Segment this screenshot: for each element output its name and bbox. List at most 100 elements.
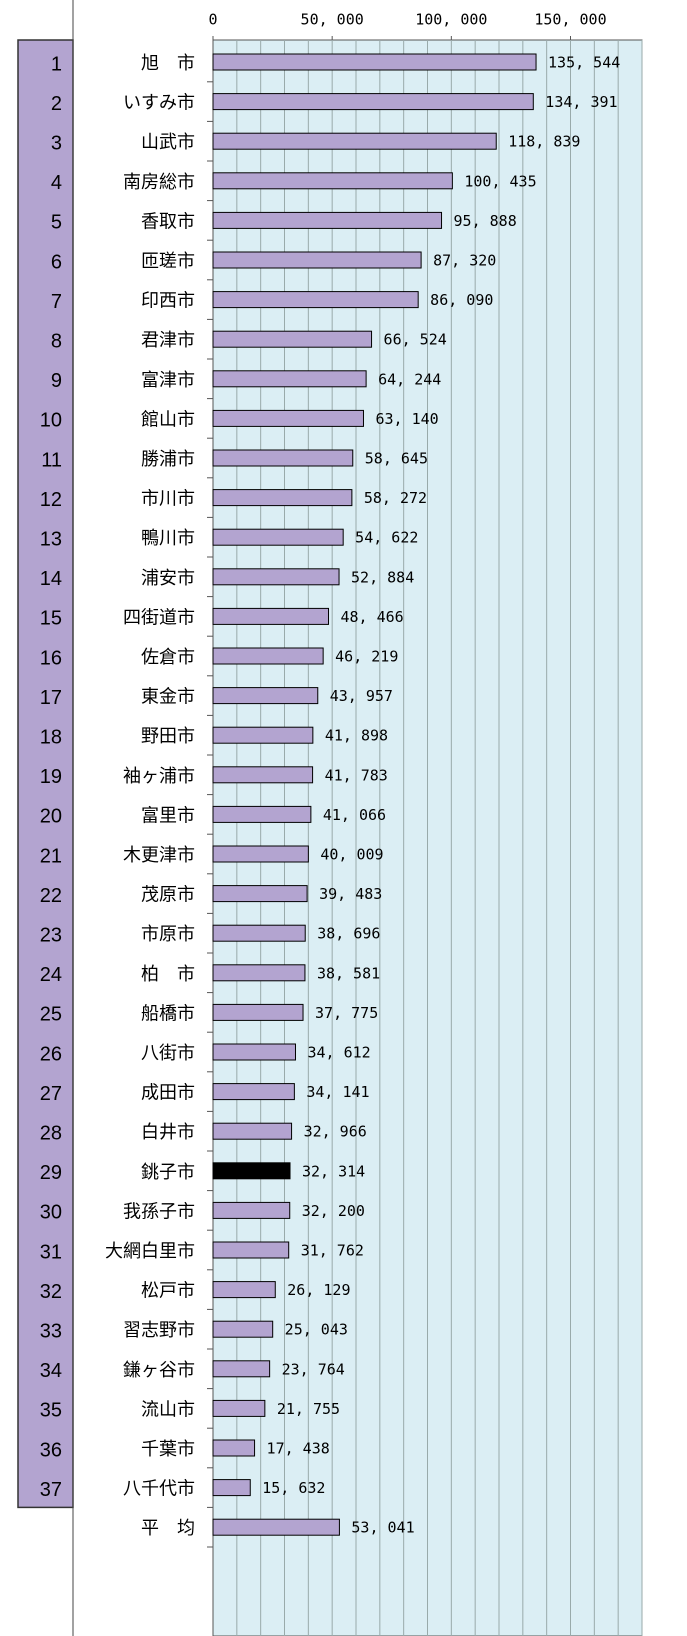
category-label: 印西市 [141,291,195,312]
category-label: 流山市 [141,1399,195,1420]
rank: 22 [40,885,62,907]
bar [212,647,324,665]
rank: 24 [40,964,62,986]
rank: 4 [51,172,62,194]
bar [212,1320,274,1338]
category-label: 富里市 [141,805,195,826]
value-label: 54, 622 [355,529,418,547]
rank: 16 [40,647,62,669]
value-label: 87, 320 [433,252,496,270]
category-label: 四街道市 [123,607,195,628]
value-label: 134, 391 [545,93,617,111]
category-label: 習志野市 [123,1320,195,1341]
rank: 37 [40,1479,62,1501]
category-label: 鴨川市 [141,528,195,549]
value-label: 43, 957 [330,687,393,705]
bar [212,1003,304,1021]
category-label: 市原市 [141,924,195,945]
bar [212,211,443,229]
bar [212,845,309,863]
rank: 34 [40,1360,62,1382]
bar [212,1479,251,1497]
value-label: 23, 764 [282,1360,345,1378]
bar [212,885,308,903]
value-label: 118, 839 [508,133,580,151]
category-label: いすみ市 [123,93,195,114]
value-label: 37, 775 [315,1004,378,1022]
rank: 27 [40,1083,62,1105]
bar [212,568,340,586]
value-label: 32, 200 [302,1202,365,1220]
bar [212,330,373,348]
category-label: 館山市 [141,409,195,430]
category-label: 勝浦市 [141,449,195,470]
bar [212,251,422,269]
x-tick-label: 0 [208,11,217,29]
category-label: 袖ヶ浦市 [123,766,195,787]
value-label: 41, 783 [325,766,388,784]
rank: 13 [40,528,62,550]
category-label: 浦安市 [141,568,195,589]
category-label: 市川市 [141,489,195,510]
rank: 23 [40,924,62,946]
value-label: 32, 966 [304,1123,367,1141]
category-label: 平 均 [141,1518,195,1539]
rank: 14 [40,568,62,590]
value-label: 58, 272 [364,489,427,507]
bar [212,132,497,150]
value-label: 95, 888 [454,212,517,230]
rank: 18 [40,726,62,748]
bar [212,1241,290,1259]
rank: 35 [40,1400,62,1422]
value-label: 31, 762 [301,1242,364,1260]
bar [212,1281,276,1299]
rank: 12 [40,489,62,511]
bar [212,964,306,982]
bar [212,172,453,190]
category-label: 茂原市 [141,885,195,906]
bar [212,489,353,507]
value-label: 15, 632 [262,1479,325,1497]
value-label: 64, 244 [378,370,441,388]
x-tick-label: 50, 000 [301,11,364,29]
bar [212,1122,293,1140]
bar [212,53,537,71]
rank: 19 [40,766,62,788]
value-label: 34, 141 [306,1083,369,1101]
category-label: 成田市 [141,1083,195,1104]
bar [212,1043,296,1061]
category-label: 白井市 [141,1122,195,1143]
rank: 20 [40,806,62,828]
rank: 28 [40,1122,62,1144]
category-label: 鎌ヶ谷市 [123,1360,195,1381]
value-label: 135, 544 [548,54,620,72]
value-label: 63, 140 [375,410,438,428]
bar [212,409,364,427]
value-label: 41, 898 [325,727,388,745]
rank: 17 [40,687,62,709]
category-label: 野田市 [141,726,195,747]
rank: 5 [51,212,62,234]
category-label: 南房総市 [123,172,195,193]
value-label: 86, 090 [430,291,493,309]
value-label: 52, 884 [351,568,414,586]
bar [212,766,314,784]
rank: 32 [40,1281,62,1303]
bar [212,687,319,705]
category-label: 八街市 [141,1043,195,1064]
category-label: 山武市 [141,132,195,153]
rank: 21 [40,845,62,867]
value-label: 38, 581 [317,964,380,982]
bar [212,726,314,744]
category-label: 佐倉市 [141,647,195,668]
rank: 30 [40,1202,62,1224]
value-label: 38, 696 [317,925,380,943]
value-label: 48, 466 [341,608,404,626]
rank: 8 [51,330,62,352]
rank: 31 [40,1241,62,1263]
value-label: 66, 524 [384,331,447,349]
rank: 1 [51,53,62,75]
x-tick-label: 150, 000 [534,11,606,29]
rank-column [17,39,74,1509]
bar [212,1518,340,1536]
